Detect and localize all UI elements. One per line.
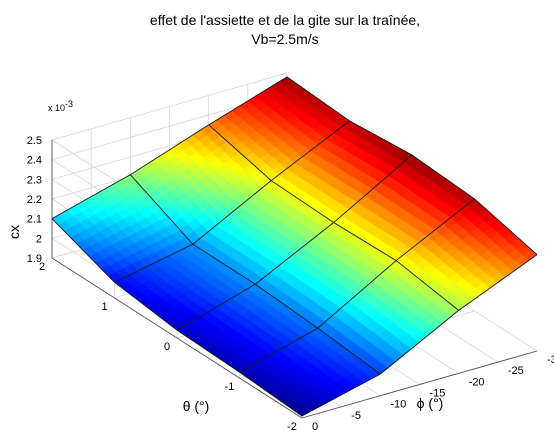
theta-tick-label: 2 (39, 261, 45, 273)
theta-tick-label: -1 (225, 381, 235, 393)
surface-mesh (51, 76, 538, 417)
phi-tick-label: -20 (469, 376, 485, 388)
theta-axis-line (51, 257, 303, 419)
theta-tick-label: 0 (164, 341, 170, 353)
z-axis-label: cx (6, 225, 22, 239)
phi-tick-label: 0 (312, 421, 318, 433)
phi-tick-label: -30 (547, 354, 554, 366)
mesh-line (51, 218, 303, 417)
z-tick-label: 2 (36, 233, 42, 245)
theta-tick-label: 1 (101, 301, 107, 313)
z-tick-label: 2.5 (27, 135, 42, 147)
chart-title-line-2: Vb=2.5m/s (251, 31, 318, 47)
z-multiplier-base: x 10 (48, 103, 65, 113)
z-multiplier-exponent: -3 (65, 99, 73, 109)
mesh-line (239, 198, 475, 373)
z-tick-label: 2.4 (27, 155, 42, 167)
phi-tick-label: -10 (390, 399, 406, 411)
mesh-line (286, 76, 538, 255)
y-axis-label: ϕ (°) (417, 395, 444, 411)
mesh-line (208, 124, 459, 311)
surface (51, 76, 538, 417)
mesh-line (114, 120, 350, 283)
phi-tick-label: -5 (351, 410, 361, 422)
mesh-line (51, 76, 288, 220)
z-tick-label: 2.2 (27, 194, 42, 206)
mesh-line (176, 154, 413, 331)
z-tick-label: 2.3 (27, 174, 42, 186)
x-axis-label: θ (°) (183, 398, 210, 414)
chart-title-line-1: effet de l'assiette et de la gite sur la… (150, 12, 420, 28)
phi-axis-line (301, 350, 538, 419)
z-tick-label: 2.1 (27, 214, 42, 226)
theta-tick-label: -2 (287, 421, 297, 433)
phi-tick-label: -15 (430, 388, 446, 400)
z-multiplier: x 10-3 (48, 99, 73, 113)
z-tick-label: 1.9 (27, 253, 42, 265)
phi-tick-label: -25 (508, 365, 524, 377)
mesh-line (301, 254, 538, 417)
mesh-line (129, 174, 381, 375)
